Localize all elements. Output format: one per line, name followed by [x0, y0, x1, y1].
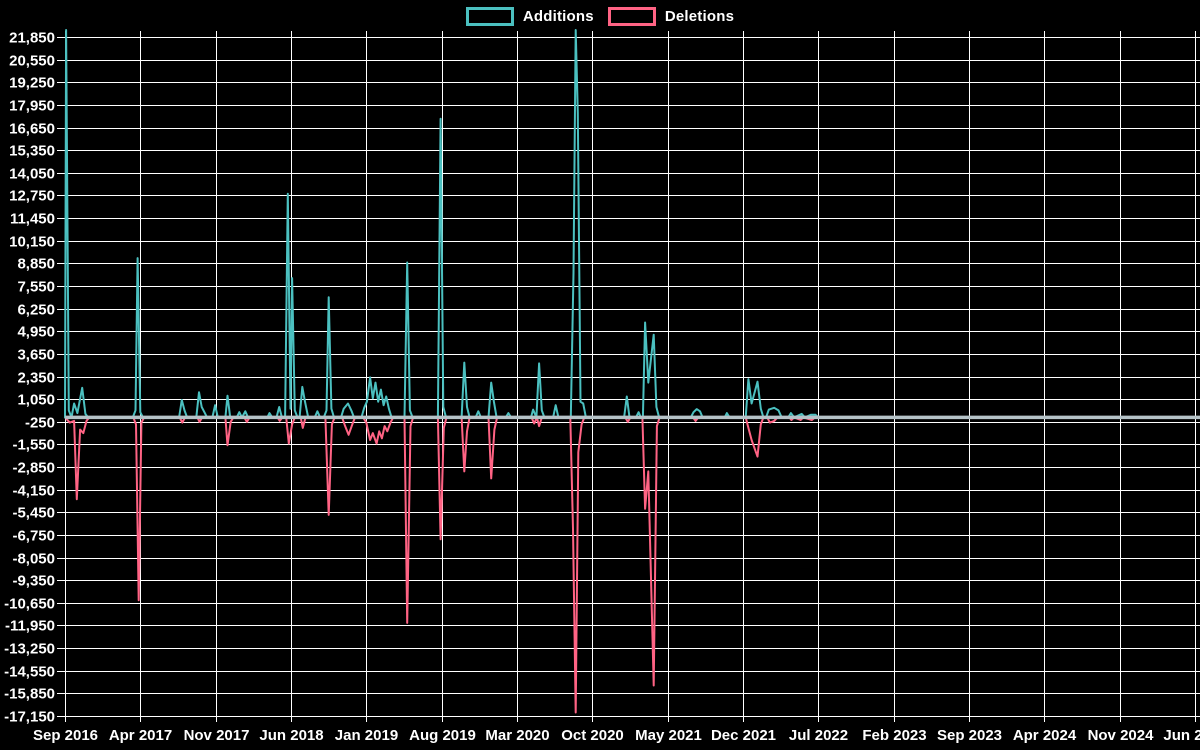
y-tick-label: 19,250	[9, 75, 55, 92]
x-tick-label: Jun 2025	[1163, 727, 1200, 744]
x-tick-label: Nov 2024	[1088, 727, 1155, 744]
additions-line	[64, 29, 1196, 419]
y-tick-label: -10,650	[4, 596, 55, 613]
y-tick-label: -11,950	[5, 618, 55, 635]
x-tick-label: Oct 2020	[561, 727, 624, 744]
x-tick-label: Feb 2023	[862, 727, 926, 744]
y-tick-label: 16,650	[9, 121, 55, 138]
x-tick-label: Sep 2016	[33, 727, 98, 744]
y-tick-label: -5,450	[12, 505, 55, 522]
y-tick-label: 4,950	[17, 324, 55, 341]
y-tick-label: -13,250	[4, 641, 55, 658]
y-tick-label: 21,850	[9, 30, 55, 47]
y-tick-label: 12,750	[9, 188, 55, 205]
x-tick-label: May 2021	[635, 727, 702, 744]
y-tick-label: 8,850	[17, 256, 55, 273]
x-tick-label: Jan 2019	[335, 727, 398, 744]
y-tick-label: -2,850	[12, 460, 55, 477]
y-tick-label: 15,350	[9, 143, 55, 160]
y-tick-label: -17,150	[4, 709, 55, 726]
y-tick-label: -1,550	[12, 437, 55, 454]
legend-item-deletions[interactable]: Deletions	[607, 7, 735, 26]
deletions-swatch-icon	[607, 7, 656, 26]
legend-label-additions: Additions	[522, 8, 594, 25]
x-tick-label: Sep 2023	[937, 727, 1002, 744]
y-tick-label: 10,150	[9, 234, 55, 251]
y-tick-label: 17,950	[9, 98, 55, 115]
y-tick-label: -4,150	[12, 483, 55, 500]
y-tick-label: -250	[25, 415, 55, 432]
y-tick-label: 14,050	[9, 166, 55, 183]
x-tick-label: Aug 2019	[409, 727, 476, 744]
chart-legend: Additions Deletions	[0, 7, 1200, 26]
x-tick-label: Nov 2017	[184, 727, 250, 744]
x-tick-label: Jul 2022	[789, 727, 848, 744]
x-tick-label: Jun 2018	[259, 727, 323, 744]
y-tick-label: 7,550	[17, 279, 55, 296]
y-tick-label: 3,650	[17, 347, 55, 364]
y-tick-label: 1,050	[17, 392, 55, 409]
y-tick-label: -6,750	[12, 528, 55, 545]
legend-item-additions[interactable]: Additions	[465, 7, 594, 26]
y-tick-label: 2,350	[17, 370, 55, 387]
x-tick-label: Apr 2017	[109, 727, 172, 744]
y-tick-label: -9,350	[12, 573, 55, 590]
x-tick-label: Dec 2021	[711, 727, 776, 744]
y-tick-label: -8,050	[12, 551, 55, 568]
legend-label-deletions: Deletions	[664, 8, 735, 25]
y-tick-label: 20,550	[9, 53, 55, 70]
y-tick-label: -15,850	[4, 686, 55, 703]
y-tick-label: 11,450	[10, 211, 55, 228]
deletions-line	[64, 416, 1196, 714]
x-tick-label: Mar 2020	[485, 727, 549, 744]
y-tick-label: -14,550	[4, 664, 55, 681]
y-tick-label: 6,250	[17, 302, 55, 319]
additions-swatch-icon	[465, 7, 514, 26]
x-tick-label: Apr 2024	[1013, 727, 1077, 744]
